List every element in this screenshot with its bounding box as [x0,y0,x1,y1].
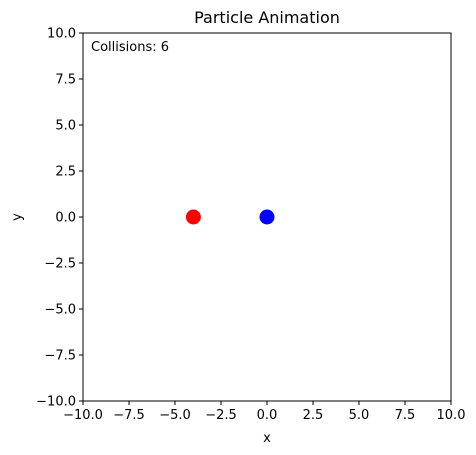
y-tick-label: −10.0 [36,395,76,410]
x-tick-label: 10.0 [437,408,466,423]
y-tick-label: −7.5 [44,349,76,364]
x-tick-label: 5.0 [349,408,370,423]
y-tick-label: 10.0 [47,27,76,42]
y-tick-label: 7.5 [55,73,76,88]
y-axis-label: y [10,213,25,221]
x-tick-label: 2.5 [303,408,324,423]
y-tick-label: 2.5 [55,165,76,180]
particle-point-2 [259,209,275,225]
chart-title: Particle Animation [194,8,340,27]
x-tick-label: −5.0 [159,408,191,423]
particle-point-1 [185,209,201,225]
collisions-annotation: Collisions: 6 [91,40,169,55]
y-tick-label: −2.5 [44,257,76,272]
y-tick-label: −5.0 [44,303,76,318]
x-tick-label: 7.5 [395,408,416,423]
ticks-layer: −10.0 −7.5 −5.0 −2.5 0.0 2.5 5.0 7.5 10.0 10.0 7.5… [36,27,465,424]
x-tick-label: −2.5 [205,408,237,423]
y-tick-label: 0.0 [55,211,76,226]
axes-frame [82,32,452,402]
x-axis-label: x [263,431,271,446]
x-tick-label: −10.0 [63,408,103,423]
points-layer [185,209,275,225]
x-tick-label: −7.5 [113,408,145,423]
y-tick-label: 5.0 [55,119,76,134]
x-tick-label: 0.0 [257,408,278,423]
